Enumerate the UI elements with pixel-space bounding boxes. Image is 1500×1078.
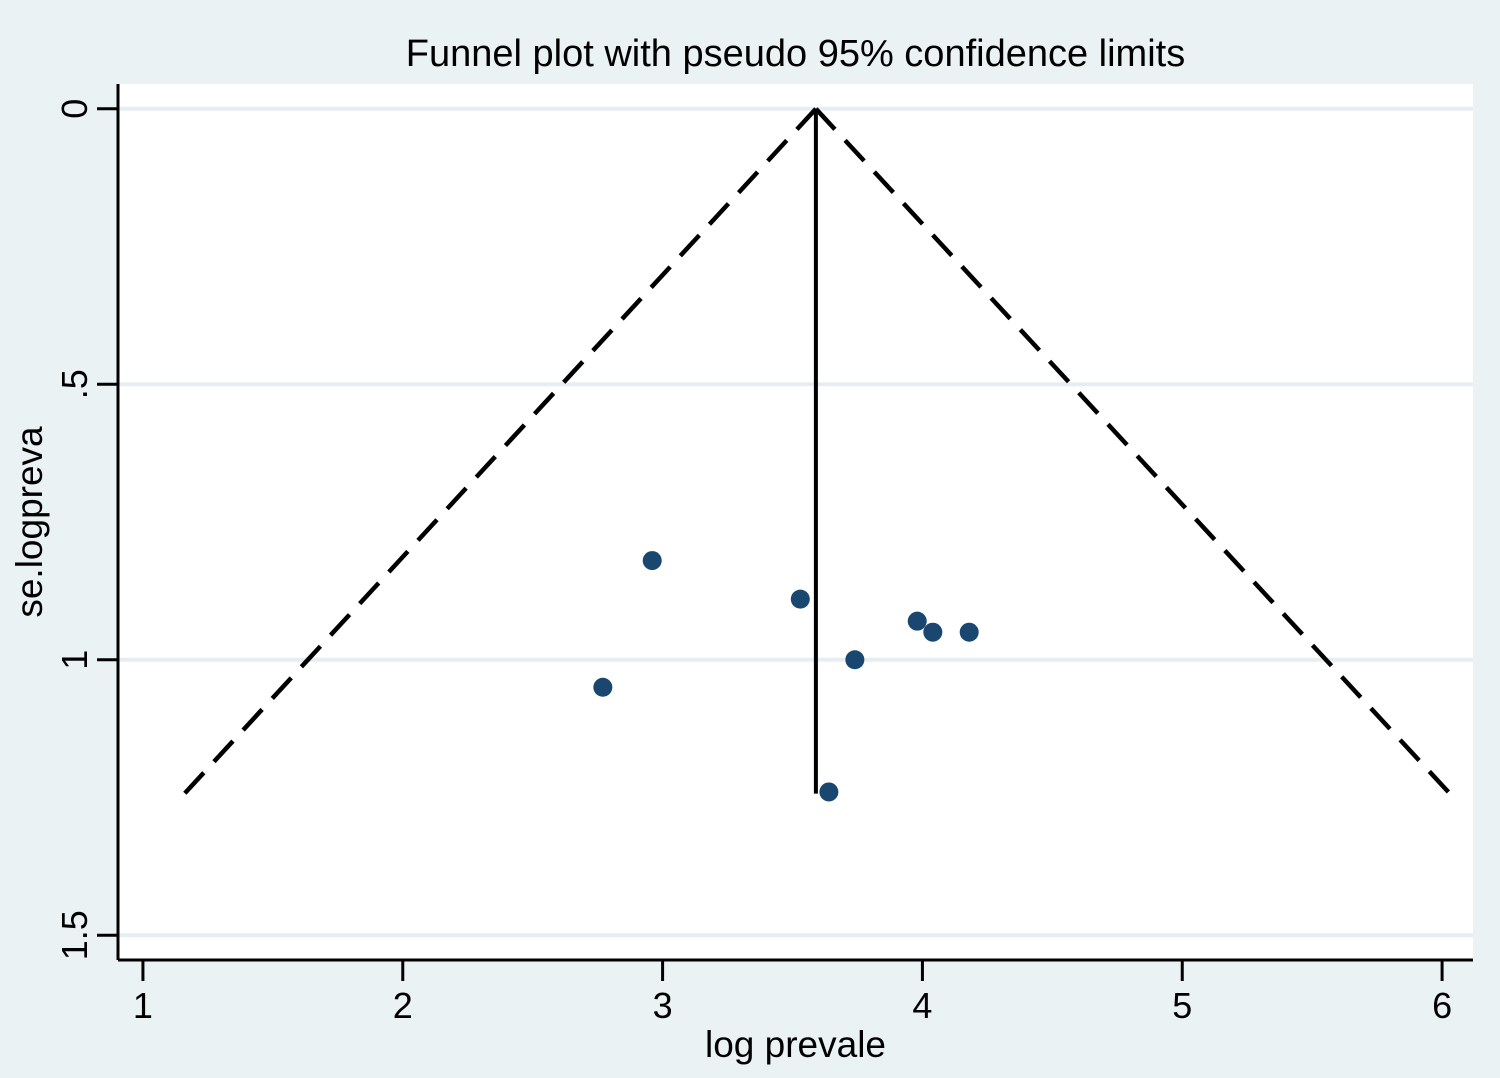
x-tick-label: 3	[653, 985, 673, 1026]
x-axis-label: log prevale	[704, 1024, 886, 1065]
data-point	[959, 622, 979, 642]
plot-region	[118, 84, 1473, 960]
y-tick-label: .5	[54, 369, 95, 399]
data-point	[790, 589, 810, 609]
x-tick-label: 5	[1172, 985, 1192, 1026]
x-tick-label: 4	[912, 985, 932, 1026]
y-tick-label: 1.5	[54, 910, 95, 960]
y-axis-label: se.logpreva	[9, 426, 50, 618]
confidence-limit-right-line	[814, 107, 1452, 796]
data-point	[907, 611, 927, 631]
data-point	[642, 551, 662, 571]
data-point	[845, 650, 865, 670]
chart-title: Funnel plot with pseudo 95% confidence l…	[405, 33, 1186, 75]
x-tick-label: 6	[1432, 985, 1452, 1026]
confidence-limit-left-line	[182, 107, 818, 796]
data-point	[923, 622, 943, 642]
y-tick-label: 0	[54, 99, 95, 119]
y-tick-label: 1	[54, 650, 95, 670]
x-tick-label: 2	[393, 985, 413, 1026]
data-point	[819, 782, 839, 802]
data-point	[593, 677, 613, 697]
x-tick-label: 1	[133, 985, 153, 1026]
